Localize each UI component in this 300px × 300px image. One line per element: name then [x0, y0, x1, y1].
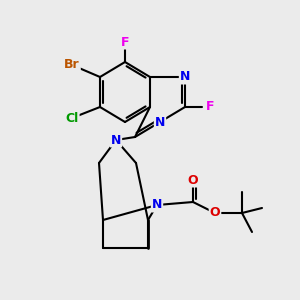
- Text: N: N: [152, 199, 162, 212]
- Text: N: N: [180, 70, 190, 83]
- Text: Br: Br: [64, 58, 80, 71]
- Text: F: F: [121, 35, 129, 49]
- Text: N: N: [111, 134, 121, 146]
- Text: O: O: [188, 173, 198, 187]
- Text: F: F: [206, 100, 214, 113]
- Text: O: O: [210, 206, 220, 220]
- Text: N: N: [155, 116, 165, 128]
- Text: Cl: Cl: [65, 112, 79, 124]
